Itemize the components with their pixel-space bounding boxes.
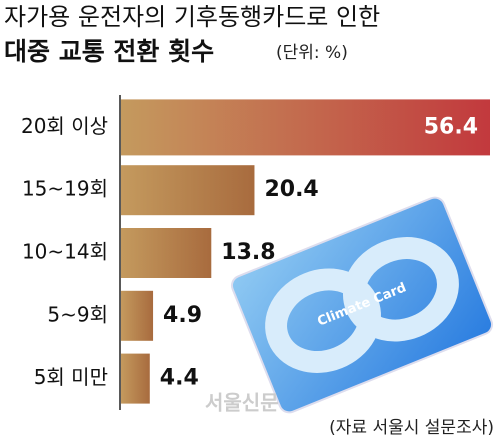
- card-loop: [342, 237, 459, 342]
- chart-title: 자가용 운전자의 기후동행카드로 인한: [4, 3, 380, 31]
- value-label: 20.4: [264, 177, 318, 202]
- bar: [121, 228, 212, 278]
- unit-label: (단위: %): [276, 43, 348, 63]
- y-tick-label: 5회 미만: [34, 365, 108, 389]
- card-loop: [265, 268, 382, 373]
- bar: [121, 290, 154, 341]
- bar: [121, 165, 255, 216]
- value-label: 13.8: [221, 240, 275, 265]
- source: (자료 서울시 설문조사): [329, 418, 494, 438]
- y-tick-label: 5~9회: [47, 302, 108, 326]
- y-tick-label: 20회 이상: [21, 114, 108, 138]
- value-label: 4.4: [160, 366, 199, 391]
- y-tick-label: 10~14회: [22, 240, 108, 264]
- value-label: 56.4: [424, 114, 478, 139]
- y-tick-label: 15~19회: [22, 177, 108, 201]
- card-image: Climate Card: [230, 196, 494, 414]
- chart-subtitle: 대중 교통 전환 횟수: [4, 37, 214, 66]
- bar: [121, 99, 490, 156]
- watermark: 서울신문: [205, 391, 279, 415]
- bar: [121, 353, 150, 404]
- value-label: 4.9: [163, 303, 202, 328]
